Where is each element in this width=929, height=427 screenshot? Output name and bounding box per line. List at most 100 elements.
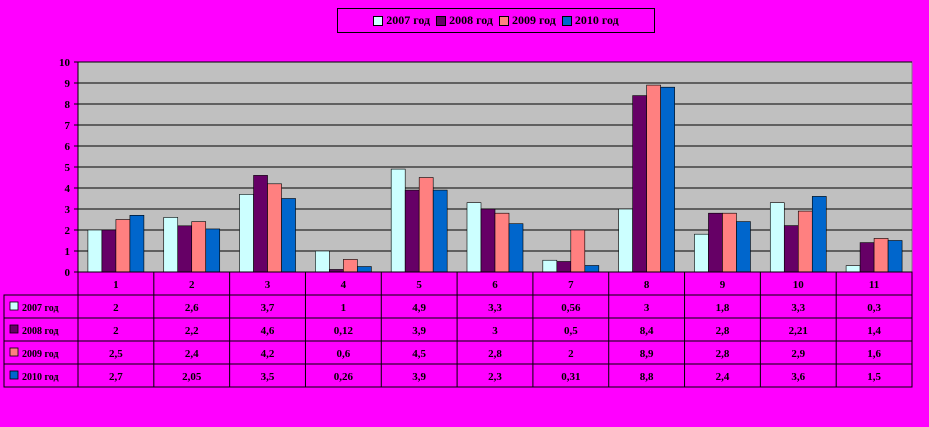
bar (267, 183, 282, 273)
x-tick-label: 7 (568, 279, 574, 291)
legend-swatch (373, 15, 384, 26)
data-label: 2,8 (488, 348, 502, 360)
data-label: 4,2 (261, 348, 275, 360)
data-label: 2 (113, 325, 119, 337)
data-label: 2,8 (716, 348, 730, 360)
bar (811, 196, 827, 273)
bar (556, 261, 572, 273)
bar (887, 240, 903, 273)
data-label: 1,6 (867, 348, 881, 360)
bar (722, 212, 737, 273)
legend-label: 2010 год (574, 13, 619, 27)
bar (101, 229, 117, 273)
data-label: 3,3 (488, 302, 502, 314)
y-tick-label: 0 (65, 267, 71, 279)
data-label: 2,05 (182, 371, 202, 383)
legend-swatch (436, 15, 447, 26)
legend-item: 2010 год (561, 13, 619, 28)
bar (343, 259, 358, 273)
x-tick-label: 3 (265, 279, 271, 291)
data-label: 4,5 (412, 348, 426, 360)
bar (87, 229, 103, 273)
bar (432, 189, 448, 273)
bar (708, 212, 723, 273)
bar (859, 242, 875, 273)
bar (570, 229, 586, 273)
bar (404, 189, 420, 273)
data-label: 2,3 (488, 371, 502, 383)
bar (508, 223, 524, 273)
legend-item: 2007 год (373, 13, 430, 28)
data-label: 1,4 (867, 325, 881, 337)
data-label: 3,9 (412, 325, 426, 337)
legend-swatch (499, 15, 509, 26)
data-label: 3 (492, 325, 498, 337)
data-label: 0,26 (334, 371, 354, 383)
data-label: 3,3 (791, 302, 805, 314)
x-tick-label: 4 (341, 279, 347, 291)
bar (115, 219, 131, 273)
bar (466, 202, 482, 273)
legend-swatch (561, 15, 572, 26)
table-series-label: 2008 год (22, 326, 59, 337)
table-series-swatch (9, 347, 19, 357)
bar (873, 238, 889, 273)
y-tick-label: 5 (65, 162, 71, 174)
y-tick-label: 10 (59, 57, 71, 69)
bar (129, 215, 145, 273)
bar (480, 208, 496, 273)
data-label: 2,4 (185, 348, 199, 360)
data-label: 0,5 (564, 325, 578, 337)
bar (646, 84, 661, 273)
legend-item: 2008 год (436, 13, 493, 28)
data-label: 0,31 (561, 371, 580, 383)
bar (253, 175, 268, 273)
table-series-swatch (9, 324, 19, 334)
bar (783, 225, 799, 273)
data-label: 2,9 (791, 348, 805, 360)
data-label: 8,9 (640, 348, 654, 360)
bar (694, 233, 709, 273)
bar (418, 177, 434, 273)
table-series-swatch (9, 301, 19, 311)
bar (618, 208, 633, 273)
data-label: 1 (341, 302, 347, 314)
chart-legend: 2007 год 2008 год 2009 год 2010 год (337, 8, 655, 33)
data-label: 0,56 (561, 302, 581, 314)
bar (797, 210, 813, 273)
bar (191, 221, 207, 273)
x-tick-label: 8 (644, 279, 650, 291)
y-tick-label: 6 (65, 141, 71, 153)
data-label: 0,6 (336, 348, 350, 360)
table-series-swatch (9, 370, 19, 380)
legend-label: 2009 год (512, 13, 556, 27)
data-label: 2,2 (185, 325, 199, 337)
x-tick-label: 5 (416, 279, 422, 291)
bar (205, 228, 221, 273)
bar (632, 95, 647, 273)
data-label: 4,6 (261, 325, 275, 337)
y-tick-label: 3 (65, 204, 71, 216)
bar (177, 225, 193, 273)
table-series-label: 2010 год (22, 372, 59, 383)
x-tick-label: 11 (869, 279, 879, 291)
data-label: 2,7 (109, 371, 123, 383)
data-label: 3,5 (261, 371, 275, 383)
data-label: 3,6 (791, 371, 805, 383)
data-label: 2,5 (109, 348, 123, 360)
data-label: 2,21 (789, 325, 808, 337)
legend-label: 2008 год (449, 13, 493, 27)
data-label: 2,6 (185, 302, 199, 314)
bar (584, 265, 600, 273)
y-tick-label: 2 (65, 225, 71, 237)
y-tick-label: 7 (65, 120, 71, 132)
x-tick-label: 2 (189, 279, 195, 291)
x-tick-label: 10 (793, 279, 805, 291)
y-tick-label: 8 (65, 99, 71, 111)
data-label: 3 (644, 302, 650, 314)
x-tick-label: 1 (113, 279, 119, 291)
data-label: 4,9 (412, 302, 426, 314)
bar (736, 221, 751, 273)
data-label: 2 (113, 302, 119, 314)
data-label: 3,9 (412, 371, 426, 383)
